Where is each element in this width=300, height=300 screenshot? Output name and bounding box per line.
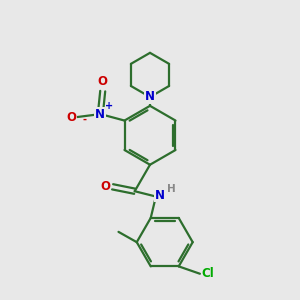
Text: N: N	[145, 91, 155, 103]
Text: O: O	[100, 180, 110, 193]
Text: Cl: Cl	[201, 267, 214, 280]
Text: O: O	[66, 110, 76, 124]
Text: N: N	[95, 108, 105, 121]
Text: O: O	[98, 75, 108, 88]
Text: H: H	[167, 184, 176, 194]
Text: +: +	[105, 101, 113, 111]
Text: -: -	[82, 114, 86, 124]
Text: N: N	[155, 188, 165, 202]
